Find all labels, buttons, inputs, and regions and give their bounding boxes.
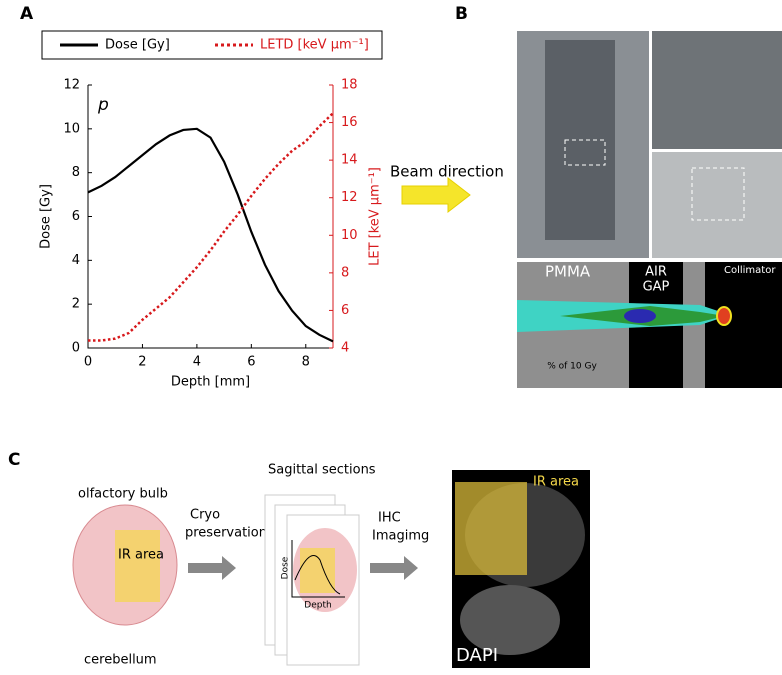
panel-label: B	[455, 4, 468, 24]
legend-label: Dose [Gy]	[105, 38, 170, 53]
y-tick-label: 2	[72, 297, 80, 312]
sim-label: PMMA	[545, 263, 591, 281]
image-label: IR area	[533, 475, 579, 490]
y-axis-label: Dose [Gy]	[39, 184, 54, 249]
y2-axis-label: LET [keV μm⁻¹]	[368, 167, 383, 266]
ir-region	[455, 482, 527, 575]
ir-region	[300, 548, 335, 593]
y-tick-label: 4	[72, 253, 80, 268]
brain-label: olfactory bulb	[78, 487, 168, 502]
dose-map	[716, 306, 732, 326]
x-tick-label: 8	[302, 355, 310, 370]
axis	[87, 85, 333, 349]
y-tick-label: 0	[72, 341, 80, 356]
photo	[652, 31, 782, 149]
x-axis-label: Depth [mm]	[171, 375, 250, 390]
beam-arrow	[401, 176, 471, 214]
y2-tick-label: 4	[341, 341, 349, 356]
sim-label: % of 10 Gy	[547, 362, 597, 372]
step-label: Cryo	[190, 508, 220, 523]
sim-label: GAP	[643, 280, 670, 295]
dose-map	[624, 309, 656, 323]
brain-label: IR area	[118, 548, 164, 563]
y-tick-label: 6	[72, 209, 80, 224]
y2-tick-label: 10	[341, 228, 358, 243]
x-tick-label: 0	[84, 355, 92, 370]
ir-region	[115, 530, 160, 602]
step-label: Sagittal sections	[268, 463, 376, 478]
y-tick-label: 8	[72, 165, 80, 180]
step-label: IHC	[378, 511, 401, 526]
x-tick-label: 6	[247, 355, 255, 370]
mini-plot	[291, 540, 345, 598]
panel-label: A	[20, 4, 34, 24]
y-tick-label: 12	[63, 78, 80, 93]
mini-axis: Depth	[304, 601, 331, 611]
photo-detail	[691, 167, 745, 221]
panel-label: C	[8, 450, 20, 470]
annotation: p	[97, 95, 109, 115]
y2-tick-label: 8	[341, 265, 349, 280]
sim-label: AIR	[645, 265, 667, 280]
x-tick-label: 2	[138, 355, 146, 370]
arrow-text: Beam direction	[390, 163, 504, 181]
step-label: preservation	[185, 526, 267, 541]
y-tick-label: 10	[63, 121, 80, 136]
series-line	[87, 127, 334, 343]
sim-label: Collimator	[724, 265, 776, 276]
y2-tick-label: 6	[341, 303, 349, 318]
image-label: DAPI	[456, 645, 498, 666]
step-label: Imagimg	[372, 529, 429, 544]
photo	[652, 152, 782, 258]
step-arrow	[370, 556, 418, 580]
legend-box	[41, 30, 383, 60]
step-arrow	[188, 556, 236, 580]
y2-tick-label: 18	[341, 78, 358, 93]
dapi-tissue	[460, 585, 560, 655]
series-line	[88, 112, 334, 342]
x-tick-label: 4	[193, 355, 201, 370]
y2-tick-label: 12	[341, 190, 358, 205]
y2-tick-label: 14	[341, 153, 358, 168]
brain-label: cerebellum	[84, 653, 157, 668]
y2-tick-label: 16	[341, 115, 358, 130]
mini-axis: Dose	[281, 556, 291, 579]
photo-detail	[564, 139, 606, 166]
legend-label: LETD [keV μm⁻¹]	[260, 38, 369, 53]
